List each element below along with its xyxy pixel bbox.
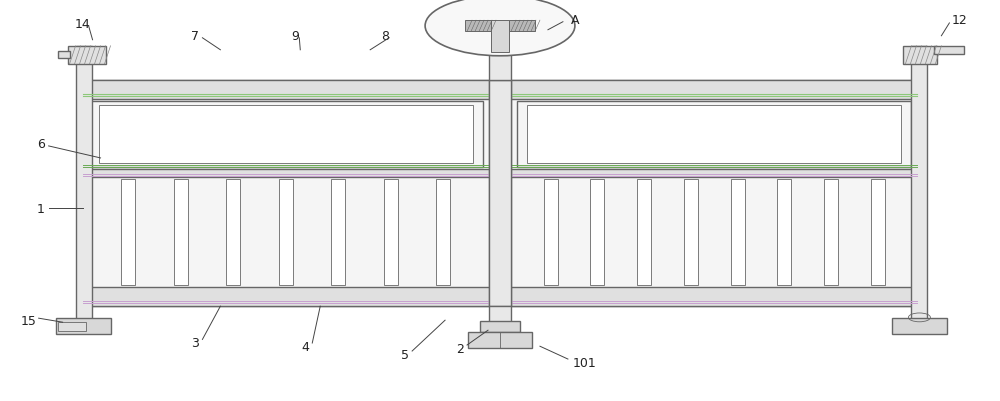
Bar <box>517 102 911 167</box>
Text: 1: 1 <box>37 202 45 215</box>
Bar <box>637 180 651 285</box>
Bar <box>436 180 450 285</box>
Text: 5: 5 <box>401 348 409 361</box>
Text: 9: 9 <box>291 30 299 43</box>
Bar <box>384 180 398 285</box>
Bar <box>279 180 293 285</box>
Bar <box>511 81 917 306</box>
Bar <box>892 318 947 334</box>
Bar <box>480 321 520 332</box>
Bar <box>511 170 917 178</box>
Bar <box>121 180 135 285</box>
Text: 101: 101 <box>573 356 597 369</box>
Bar <box>489 47 511 81</box>
Bar <box>871 180 885 285</box>
Bar <box>465 21 491 32</box>
Text: 3: 3 <box>191 336 199 349</box>
Text: 15: 15 <box>21 314 37 327</box>
Bar <box>777 180 791 285</box>
Bar <box>903 47 937 65</box>
Text: 4: 4 <box>301 340 309 353</box>
Bar <box>731 180 745 285</box>
Bar <box>174 180 188 285</box>
Text: 2: 2 <box>456 342 464 355</box>
Bar <box>226 180 240 285</box>
Bar <box>934 47 964 55</box>
Bar <box>56 318 111 334</box>
Bar <box>99 106 473 163</box>
Bar <box>491 21 509 53</box>
Bar <box>83 170 489 178</box>
Bar <box>509 21 535 32</box>
Text: 14: 14 <box>75 18 90 31</box>
Bar <box>684 180 698 285</box>
Bar <box>89 102 483 167</box>
Bar <box>511 81 917 100</box>
Bar <box>911 47 927 320</box>
Bar <box>83 81 489 100</box>
Bar <box>83 287 489 306</box>
Bar <box>83 81 489 306</box>
Text: 7: 7 <box>191 30 199 43</box>
Text: A: A <box>571 14 579 27</box>
Bar <box>58 52 70 59</box>
Bar <box>590 180 604 285</box>
Bar <box>68 47 106 65</box>
Text: 12: 12 <box>951 14 967 27</box>
Bar <box>76 47 92 320</box>
Bar <box>824 180 838 285</box>
Circle shape <box>425 0 575 57</box>
Bar <box>527 106 901 163</box>
Bar <box>58 322 86 331</box>
Bar <box>489 81 511 306</box>
Bar <box>544 180 558 285</box>
Text: 6: 6 <box>37 138 45 151</box>
Bar <box>331 180 345 285</box>
Text: 8: 8 <box>381 30 389 43</box>
Bar <box>489 306 511 332</box>
Bar <box>511 287 917 306</box>
Bar <box>468 332 532 348</box>
